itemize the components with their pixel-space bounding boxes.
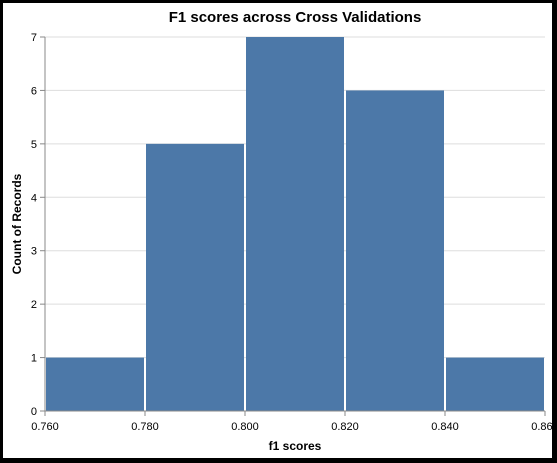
y-tick-label: 6 — [31, 85, 37, 97]
y-tick-label: 4 — [31, 192, 37, 204]
chart-title: F1 scores across Cross Validations — [169, 9, 422, 26]
axes: 0 1 2 3 4 5 6 7 0.760 0.780 0.800 0.820 0.840 0.860 — [31, 32, 552, 433]
x-tick-label: 0.820 — [331, 421, 359, 433]
histogram-bar-4 — [446, 357, 544, 411]
histogram-bar-1 — [146, 143, 244, 411]
histogram-chart: F1 scores across Cross Validations 0 1 2 3 4… — [10, 9, 552, 453]
y-tick-label: 2 — [31, 299, 37, 311]
x-tick-label: 0.860 — [531, 421, 552, 433]
histogram-bar-3 — [346, 90, 444, 411]
x-tick-label: 0.760 — [31, 421, 59, 433]
x-tick-label: 0.800 — [231, 421, 259, 433]
histogram-bar-0 — [46, 357, 144, 411]
x-tick-label: 0.780 — [131, 421, 159, 433]
y-tick-label: 1 — [31, 353, 37, 365]
x-tick-label: 0.840 — [431, 421, 459, 433]
y-tick-label: 3 — [31, 246, 37, 258]
y-tick-label: 7 — [31, 32, 37, 44]
y-axis-title: Count of Records — [10, 173, 24, 274]
y-tick-label: 5 — [31, 139, 37, 151]
chart-frame: F1 scores across Cross Validations 0 1 2 3 4… — [3, 3, 552, 458]
x-axis-title: f1 scores — [269, 439, 322, 453]
histogram-bar-2 — [246, 37, 344, 411]
bars — [46, 37, 544, 411]
y-tick-label: 0 — [31, 406, 37, 418]
